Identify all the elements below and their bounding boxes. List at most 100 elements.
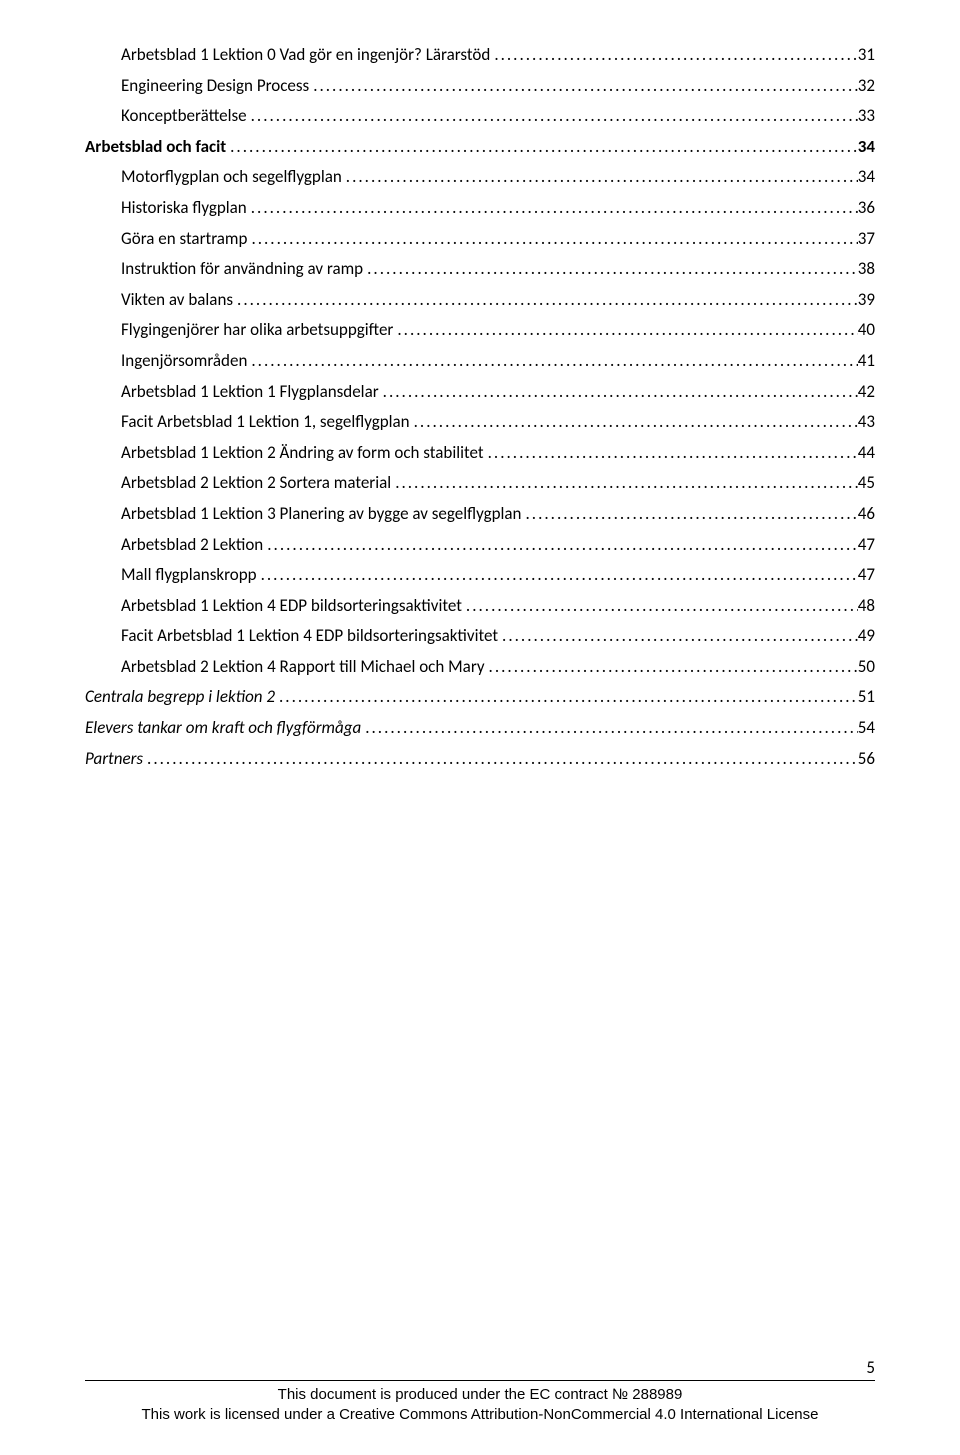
toc-entry-title: Elevers tankar om kraft och flygförmåga bbox=[85, 713, 361, 744]
toc-entry-title: Arbetsblad 1 Lektion 1 Flygplansdelar bbox=[121, 377, 379, 408]
toc-entry[interactable]: Konceptberättelse 33 bbox=[85, 101, 875, 132]
toc-entry[interactable]: Historiska flygplan 36 bbox=[85, 193, 875, 224]
footer-line-2: This work is licensed under a Creative C… bbox=[85, 1405, 875, 1425]
toc-entry[interactable]: Arbetsblad 1 Lektion 0 Vad gör en ingenj… bbox=[85, 40, 875, 71]
toc-entry-title: Göra en startramp bbox=[121, 224, 247, 255]
toc-entry-page: 43 bbox=[858, 407, 875, 438]
toc-entry-page: 51 bbox=[858, 682, 875, 713]
toc-leader-dots bbox=[143, 744, 858, 775]
toc-entry-page: 40 bbox=[858, 315, 875, 346]
toc-entry[interactable]: Arbetsblad 2 Lektion 47 bbox=[85, 530, 875, 561]
toc-entry: Arbetsblad och facit 34 bbox=[85, 132, 875, 163]
toc-entry-title: Engineering Design Process bbox=[121, 71, 309, 102]
toc-entry-page: 31 bbox=[858, 40, 875, 71]
toc-leader-dots bbox=[263, 530, 858, 561]
toc-entry[interactable]: Arbetsblad 1 Lektion 3 Planering av bygg… bbox=[85, 499, 875, 530]
toc-entry-title: Arbetsblad 1 Lektion 2 Ändring av form o… bbox=[121, 438, 484, 469]
toc-entry-page: 32 bbox=[858, 71, 875, 102]
toc-leader-dots bbox=[410, 407, 858, 438]
toc-entry-title: Instruktion för användning av ramp bbox=[121, 254, 363, 285]
toc-entry-title: Partners bbox=[85, 744, 143, 775]
toc-entry[interactable]: Arbetsblad 1 Lektion 4 EDP bildsortering… bbox=[85, 591, 875, 622]
toc-entry-title: Vikten av balans bbox=[121, 285, 233, 316]
toc-leader-dots bbox=[309, 71, 858, 102]
toc-entry[interactable]: Flygingenjörer har olika arbetsuppgifter… bbox=[85, 315, 875, 346]
toc-leader-dots bbox=[342, 162, 858, 193]
toc-entry-page: 34 bbox=[858, 162, 875, 193]
toc-entry[interactable]: Engineering Design Process 32 bbox=[85, 71, 875, 102]
toc-leader-dots bbox=[363, 254, 858, 285]
toc-leader-dots bbox=[257, 560, 858, 591]
toc-entry[interactable]: Arbetsblad 2 Lektion 4 Rapport till Mich… bbox=[85, 652, 875, 683]
toc-entry[interactable]: Facit Arbetsblad 1 Lektion 1, segelflygp… bbox=[85, 407, 875, 438]
toc-leader-dots bbox=[247, 224, 857, 255]
toc-entry-title: Arbetsblad 2 Lektion 2 Sortera material bbox=[121, 468, 391, 499]
toc-entry-title: Arbetsblad 1 Lektion 0 Vad gör en ingenj… bbox=[121, 40, 490, 71]
toc-entry[interactable]: Ingenjörsområden 41 bbox=[85, 346, 875, 377]
toc-entry-title: Flygingenjörer har olika arbetsuppgifter bbox=[121, 315, 393, 346]
toc-entry[interactable]: Mall flygplanskropp 47 bbox=[85, 560, 875, 591]
toc-entry-page: 39 bbox=[858, 285, 875, 316]
toc-entry-page: 47 bbox=[858, 560, 875, 591]
toc-entry-page: 37 bbox=[858, 224, 875, 255]
toc-entry-page: 54 bbox=[858, 713, 875, 744]
toc-leader-dots bbox=[393, 315, 857, 346]
toc-entry-title: Arbetsblad 1 Lektion 4 EDP bildsortering… bbox=[121, 591, 462, 622]
table-of-contents: Arbetsblad 1 Lektion 0 Vad gör en ingenj… bbox=[85, 40, 875, 774]
toc-entry[interactable]: Göra en startramp 37 bbox=[85, 224, 875, 255]
footer-text: This document is produced under the EC c… bbox=[85, 1385, 875, 1426]
toc-entry[interactable]: Arbetsblad 1 Lektion 1 Flygplansdelar 42 bbox=[85, 377, 875, 408]
toc-entry-page: 48 bbox=[858, 591, 875, 622]
toc-leader-dots bbox=[485, 652, 858, 683]
toc-entry-page: 44 bbox=[858, 438, 875, 469]
toc-entry-page: 56 bbox=[858, 744, 875, 775]
toc-entry-page: 41 bbox=[858, 346, 875, 377]
toc-entry-title: Konceptberättelse bbox=[121, 101, 247, 132]
toc-entry-title: Facit Arbetsblad 1 Lektion 1, segelflygp… bbox=[121, 407, 410, 438]
toc-entry-title: Arbetsblad 2 Lektion bbox=[121, 530, 263, 561]
toc-entry-title: Motorflygplan och segelflygplan bbox=[121, 162, 342, 193]
toc-leader-dots bbox=[391, 468, 858, 499]
toc-entry-title: Centrala begrepp i lektion 2 bbox=[85, 682, 275, 713]
toc-entry[interactable]: Centrala begrepp i lektion 2 51 bbox=[85, 682, 875, 713]
toc-entry-page: 33 bbox=[858, 101, 875, 132]
toc-leader-dots bbox=[379, 377, 858, 408]
toc-entry-title: Mall flygplanskropp bbox=[121, 560, 257, 591]
document-page: Arbetsblad 1 Lektion 0 Vad gör en ingenj… bbox=[0, 0, 960, 1455]
footer-line-1: This document is produced under the EC c… bbox=[85, 1385, 875, 1405]
toc-entry[interactable]: Arbetsblad 2 Lektion 2 Sortera material 4… bbox=[85, 468, 875, 499]
toc-entry[interactable]: Facit Arbetsblad 1 Lektion 4 EDP bildsor… bbox=[85, 621, 875, 652]
toc-leader-dots bbox=[247, 101, 858, 132]
footer-divider bbox=[85, 1380, 875, 1381]
toc-leader-dots bbox=[247, 346, 857, 377]
toc-entry[interactable]: Partners 56 bbox=[85, 744, 875, 775]
toc-leader-dots bbox=[275, 682, 858, 713]
toc-leader-dots bbox=[498, 621, 858, 652]
toc-leader-dots bbox=[361, 713, 858, 744]
toc-entry-title: Arbetsblad och facit bbox=[85, 132, 226, 163]
toc-entry-page: 49 bbox=[858, 621, 875, 652]
toc-entry-title: Ingenjörsområden bbox=[121, 346, 247, 377]
toc-entry-title: Historiska flygplan bbox=[121, 193, 247, 224]
toc-entry-title: Arbetsblad 2 Lektion 4 Rapport till Mich… bbox=[121, 652, 485, 683]
toc-entry-page: 42 bbox=[858, 377, 875, 408]
toc-entry[interactable]: Vikten av balans 39 bbox=[85, 285, 875, 316]
toc-leader-dots bbox=[247, 193, 858, 224]
toc-entry-page: 47 bbox=[858, 530, 875, 561]
toc-entry[interactable]: Instruktion för användning av ramp 38 bbox=[85, 254, 875, 285]
toc-entry[interactable]: Motorflygplan och segelflygplan 34 bbox=[85, 162, 875, 193]
toc-entry-page: 38 bbox=[858, 254, 875, 285]
toc-leader-dots bbox=[233, 285, 858, 316]
toc-entry-title: Arbetsblad 1 Lektion 3 Planering av bygg… bbox=[121, 499, 522, 530]
page-number: 5 bbox=[85, 1357, 875, 1378]
toc-entry-page: 50 bbox=[858, 652, 875, 683]
toc-entry-page: 36 bbox=[858, 193, 875, 224]
toc-entry[interactable]: Elevers tankar om kraft och flygförmåga 5… bbox=[85, 713, 875, 744]
toc-entry-title: Facit Arbetsblad 1 Lektion 4 EDP bildsor… bbox=[121, 621, 498, 652]
toc-leader-dots bbox=[462, 591, 858, 622]
toc-entry[interactable]: Arbetsblad 1 Lektion 2 Ändring av form o… bbox=[85, 438, 875, 469]
toc-entry-page: 34 bbox=[858, 132, 875, 163]
toc-entry-page: 45 bbox=[858, 468, 875, 499]
toc-leader-dots bbox=[490, 40, 857, 71]
toc-leader-dots bbox=[484, 438, 858, 469]
